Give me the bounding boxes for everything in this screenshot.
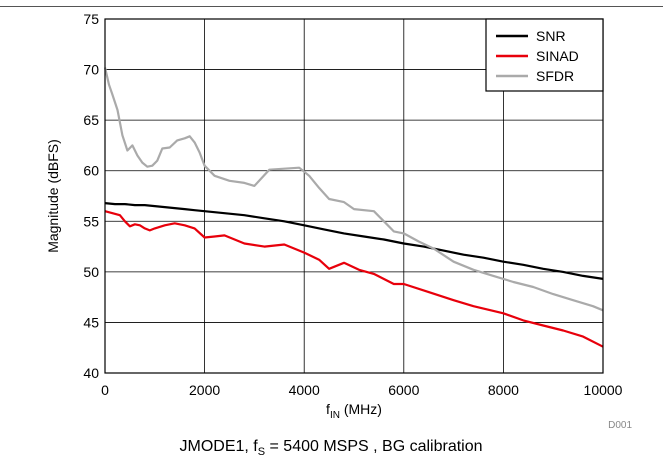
- x-axis-title-main: f: [326, 401, 330, 417]
- y-tick-label: 60: [83, 163, 99, 179]
- legend-label-sinad: SINAD: [536, 48, 579, 64]
- plot-frame: [104, 18, 604, 374]
- caption-prefix: JMODE1, f: [179, 438, 258, 455]
- y-tick-label: 65: [83, 112, 99, 128]
- x-tick-label: 8000: [488, 382, 519, 398]
- y-tick-label: 75: [83, 11, 99, 27]
- top-rule: [0, 6, 663, 7]
- x-axis-title-unit: (MHz): [340, 401, 382, 417]
- legend-label-sfdr: SFDR: [536, 68, 574, 84]
- y-tick-label: 45: [83, 314, 99, 330]
- y-tick-label: 50: [83, 264, 99, 280]
- y-tick-label: 40: [83, 365, 99, 381]
- legend: SNR SINAD SFDR: [485, 18, 604, 92]
- y-tick-label: 70: [83, 62, 99, 78]
- x-axis-title: fIN (MHz): [326, 401, 382, 421]
- caption-sub: S: [258, 446, 265, 458]
- series-line-sinad: [104, 210, 604, 348]
- series-line-sfdr: [103, 67, 604, 312]
- y-tick-label: 55: [83, 213, 99, 229]
- figure-code-label: D001: [608, 420, 632, 431]
- y-axis-title: Magnitude (dBFS): [45, 139, 61, 253]
- chart-caption: JMODE1, fS = 5400 MSPS , BG calibration: [179, 438, 482, 458]
- series-line-snr: [104, 202, 604, 280]
- x-axis-title-sub: IN: [330, 410, 340, 421]
- x-tick-label: 0: [101, 382, 109, 398]
- x-tick-label: 10000: [584, 382, 623, 398]
- x-tick-label: 2000: [189, 382, 220, 398]
- x-tick-label: 4000: [289, 382, 320, 398]
- x-tick-labels: 0 2000 4000 6000 8000 10000: [101, 382, 623, 398]
- x-tick-label: 6000: [388, 382, 419, 398]
- series-layer: [103, 67, 604, 348]
- legend-label-snr: SNR: [536, 28, 566, 44]
- y-tick-labels: 40 45 50 55 60 65 70 75: [83, 11, 99, 381]
- caption-suffix: = 5400 MSPS , BG calibration: [265, 438, 482, 455]
